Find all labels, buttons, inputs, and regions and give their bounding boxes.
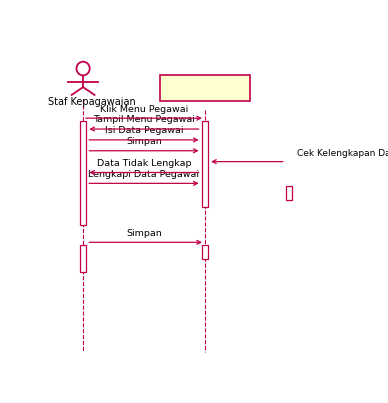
Bar	[201, 121, 208, 207]
Text: Isi Data Pegawai: Isi Data Pegawai	[105, 126, 183, 135]
Text: Staf Kepagawaian: Staf Kepagawaian	[48, 98, 136, 107]
Text: Menu Data
Pegawai: Menu Data Pegawai	[177, 76, 233, 100]
Text: Lengkapi Data Pegawai: Lengkapi Data Pegawai	[88, 170, 199, 179]
Text: Data Tidak Lengkap: Data Tidak Lengkap	[97, 159, 191, 168]
Bar	[201, 245, 208, 260]
Text: Klik Menu Pegawai: Klik Menu Pegawai	[100, 104, 188, 114]
Bar	[80, 245, 87, 272]
Bar	[80, 121, 87, 225]
Bar	[160, 75, 250, 101]
Bar	[286, 187, 293, 200]
Text: Tampil Menu Pegawai: Tampil Menu Pegawai	[93, 115, 195, 125]
Text: Simpan: Simpan	[126, 137, 162, 146]
Text: Simpan: Simpan	[126, 229, 162, 238]
Text: Cek Kelengkapan Data: Cek Kelengkapan Data	[296, 149, 388, 158]
